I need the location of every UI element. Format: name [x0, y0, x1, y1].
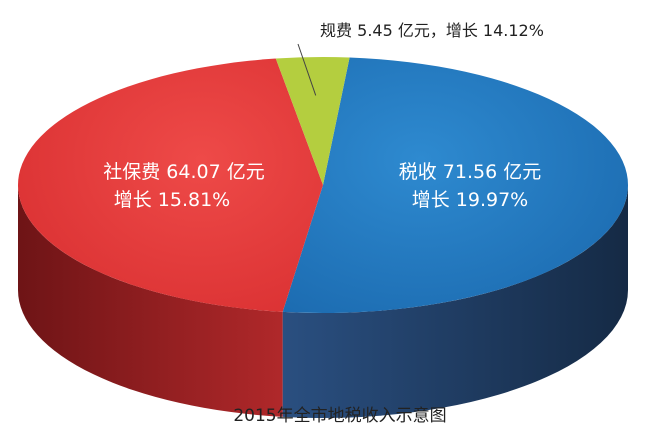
tax-label-line2: 增长 19.97% [412, 189, 529, 211]
social-security-label-line2: 增长 15.81% [114, 189, 231, 211]
slice-fees [275, 57, 350, 185]
slice-tax [282, 57, 629, 314]
tax-label-line1: 税收 71.56 亿元 [399, 161, 541, 183]
fees-callout-line [297, 43, 317, 96]
social-security-label-line1: 社保费 64.07 亿元 [103, 161, 264, 183]
slice-social-security [18, 58, 323, 312]
fees-label: 规费 5.45 亿元，增长 14.12% [320, 21, 544, 40]
slice-side-social-security [18, 185, 283, 417]
slice-side-tax [282, 185, 628, 418]
chart-title: 2015年全市地税收入示意图 [233, 406, 446, 426]
